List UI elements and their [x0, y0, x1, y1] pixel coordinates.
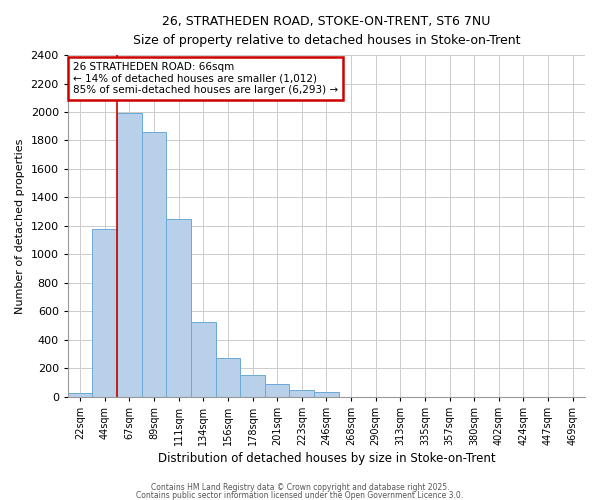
Bar	[166, 219, 191, 396]
Bar	[68, 393, 92, 396]
Bar	[265, 384, 289, 396]
Bar	[314, 392, 339, 396]
Y-axis label: Number of detached properties: Number of detached properties	[15, 138, 25, 314]
Bar	[240, 374, 265, 396]
Text: 26 STRATHEDEN ROAD: 66sqm
← 14% of detached houses are smaller (1,012)
85% of se: 26 STRATHEDEN ROAD: 66sqm ← 14% of detac…	[73, 62, 338, 95]
Title: 26, STRATHEDEN ROAD, STOKE-ON-TRENT, ST6 7NU
Size of property relative to detach: 26, STRATHEDEN ROAD, STOKE-ON-TRENT, ST6…	[133, 15, 520, 47]
Bar	[117, 114, 142, 397]
Bar	[289, 390, 314, 396]
X-axis label: Distribution of detached houses by size in Stoke-on-Trent: Distribution of detached houses by size …	[158, 452, 495, 465]
Bar	[191, 322, 215, 396]
Text: Contains HM Land Registry data © Crown copyright and database right 2025.: Contains HM Land Registry data © Crown c…	[151, 484, 449, 492]
Bar	[142, 132, 166, 396]
Bar	[92, 230, 117, 396]
Text: Contains public sector information licensed under the Open Government Licence 3.: Contains public sector information licen…	[136, 490, 464, 500]
Bar	[215, 358, 240, 397]
